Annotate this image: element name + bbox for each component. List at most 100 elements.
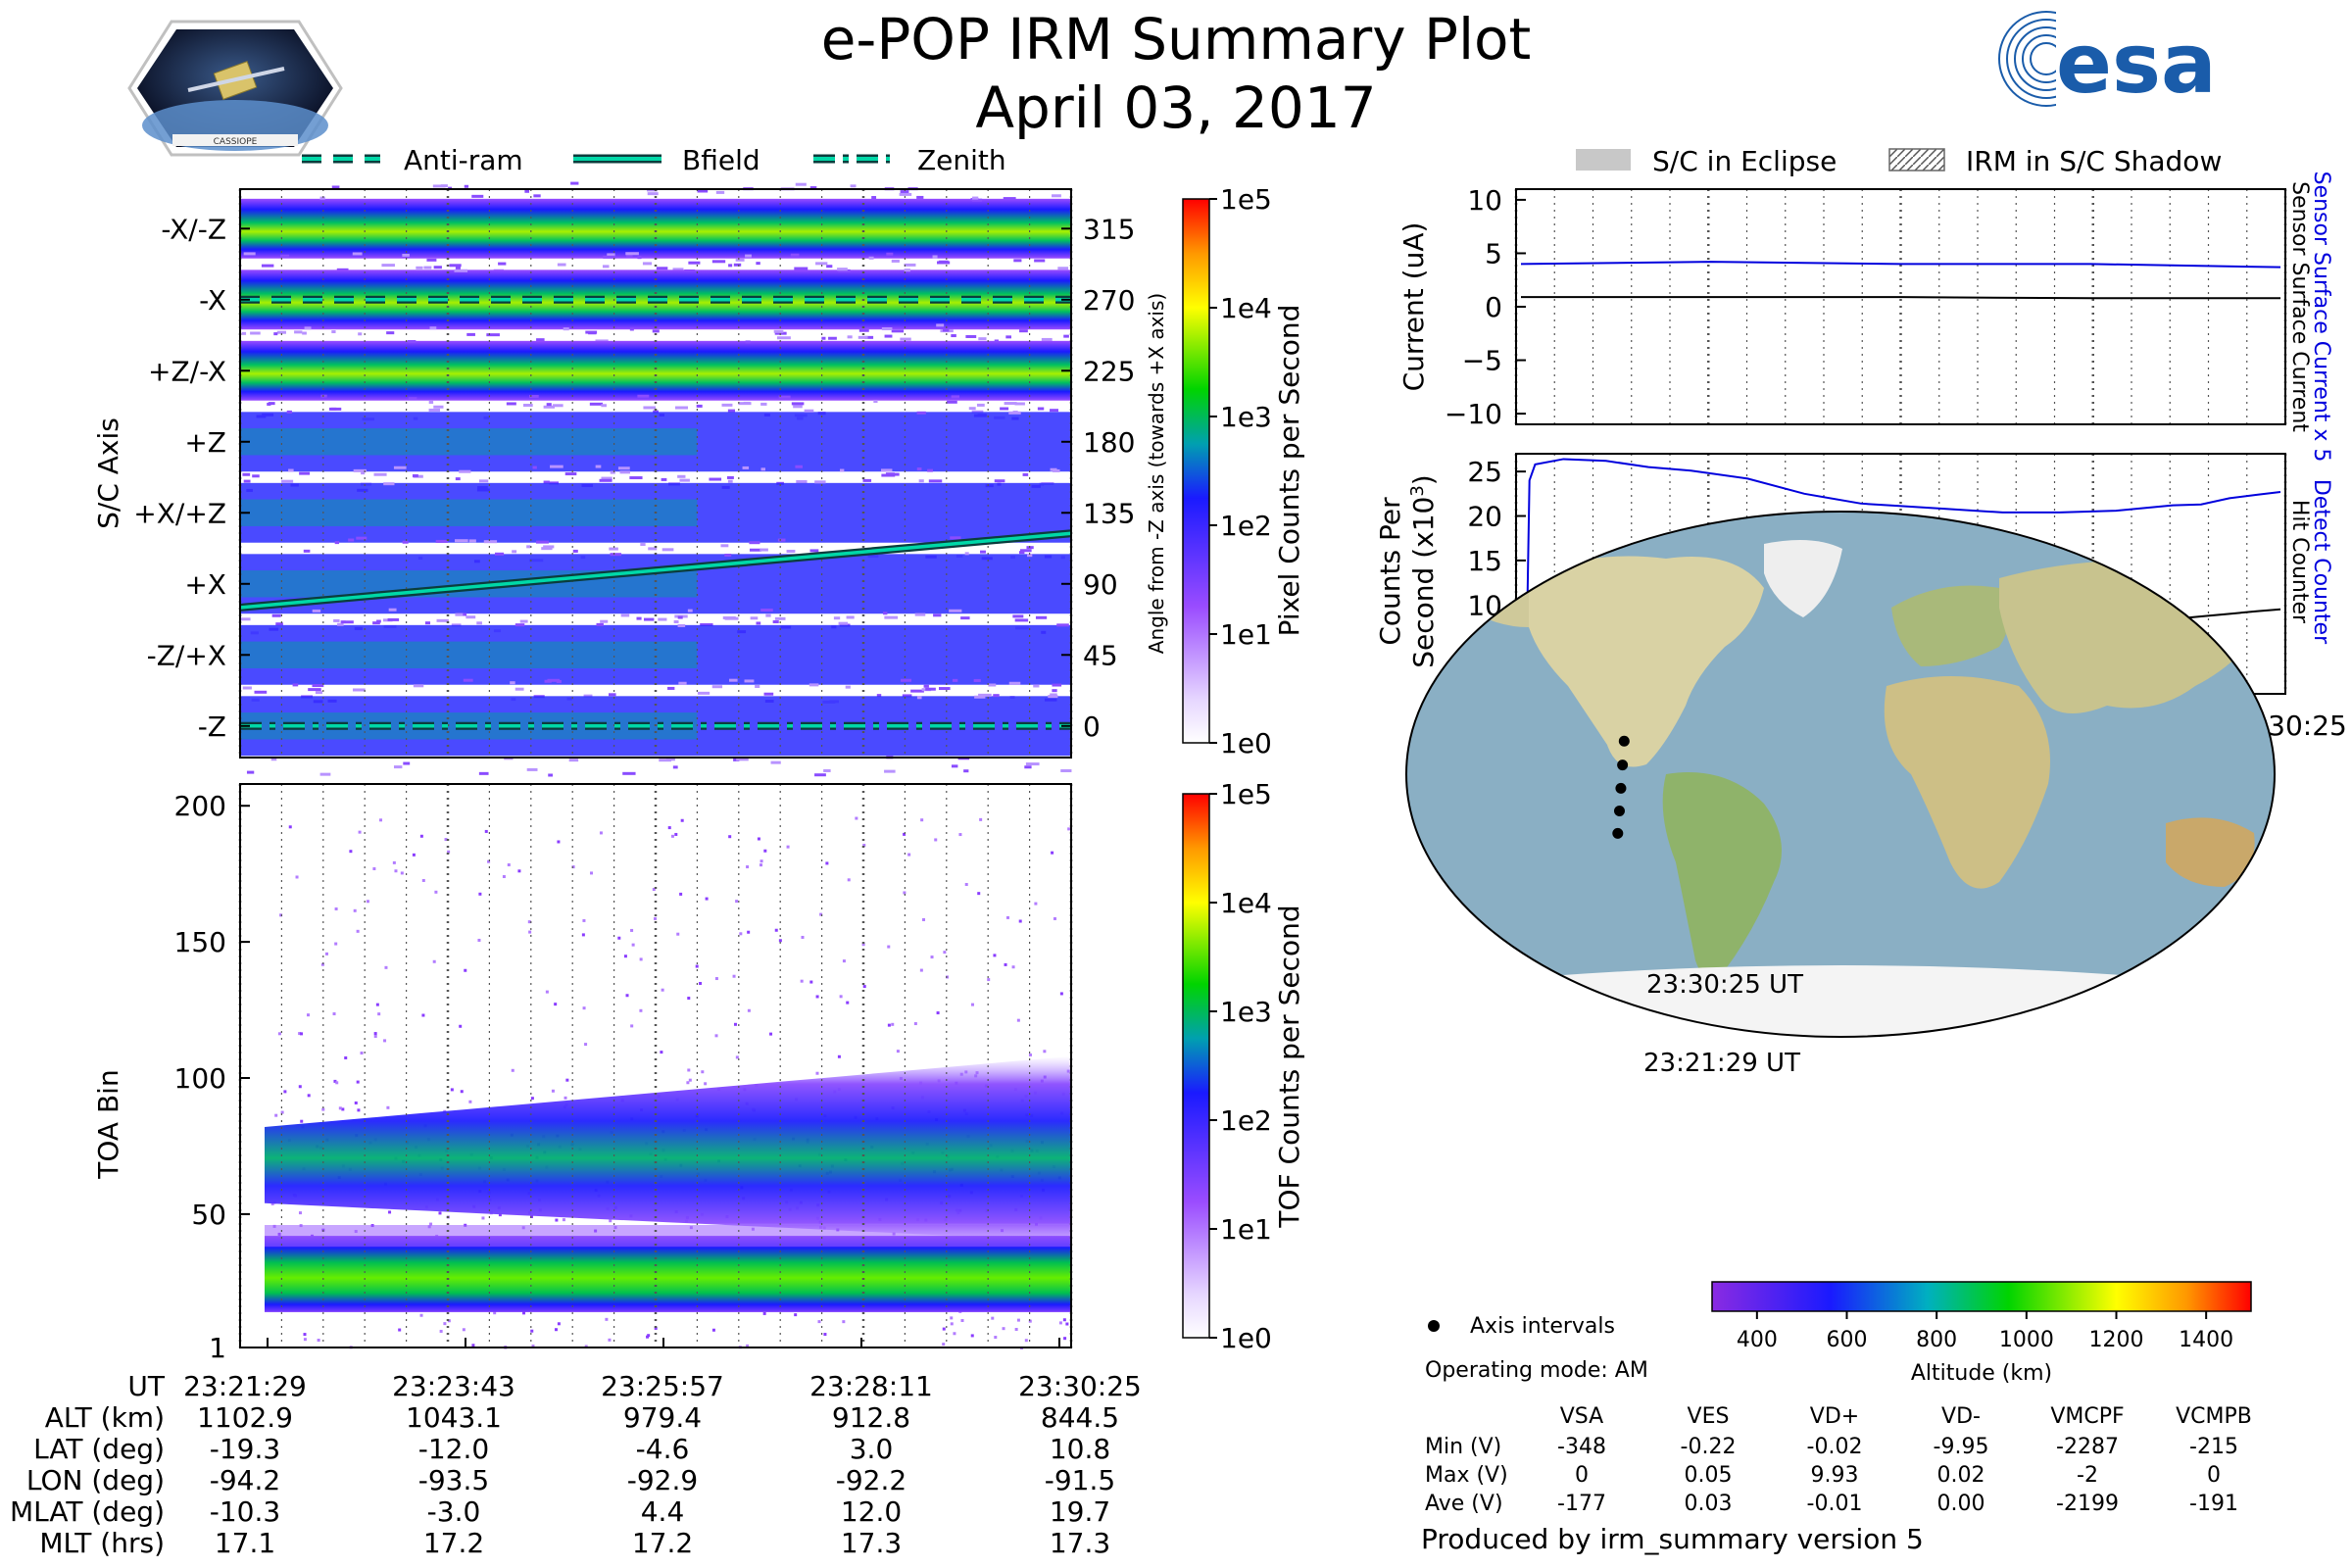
pixel-speckle (1024, 765, 1032, 769)
pixel-speckle (243, 479, 251, 483)
tof-scatter-dot (450, 1088, 454, 1092)
pixel-axis-label: -X (199, 284, 226, 317)
pixel-speckle (971, 410, 984, 414)
tof-scatter-dot (817, 1320, 821, 1324)
legend-eclipse: S/C in Eclipse (1652, 145, 1837, 177)
pixel-speckle (902, 694, 912, 698)
tof-scatter-dot (581, 933, 585, 937)
tof-scatter-dot (338, 1106, 342, 1110)
pixel-speckle (726, 475, 734, 479)
pixel-speckle (312, 684, 324, 688)
ephemeris-row-label: LAT (deg) (33, 1433, 165, 1465)
voltage-column-header: VD+ (1810, 1404, 1859, 1429)
tof-scatter-dot (786, 845, 790, 849)
current-ytick-label: 10 (1467, 184, 1502, 217)
tof-scatter-dot (468, 1100, 472, 1103)
tof-scatter-dot (991, 1316, 995, 1320)
tof-scatter-dot (1062, 1318, 1066, 1322)
tof-scatter-dot (747, 1008, 751, 1012)
pixel-speckle (498, 262, 507, 266)
pixel-speckle (424, 621, 431, 625)
tof-scatter-dot (1059, 992, 1063, 996)
pixel-speckle (620, 613, 630, 617)
pixel-speckle (1033, 684, 1040, 688)
altitude-tick-label: 800 (1916, 1328, 1957, 1352)
ephemeris-value: -4.6 (636, 1433, 690, 1465)
pixel-speckle (433, 405, 444, 409)
continent-north-america (1529, 556, 1764, 767)
tof-scatter-dot (919, 968, 923, 972)
pixel-speckle (658, 617, 667, 621)
pixel-speckle (932, 255, 938, 259)
tof-scatter-dot (714, 977, 718, 981)
track-point (1612, 827, 1624, 839)
pixel-speckle (640, 543, 646, 547)
pixel-speckle (795, 182, 807, 186)
pixel-speckle (794, 267, 808, 270)
current-panel: 10 5 0 −5 −10 Current (uA) Sensor Surface Cu… (1397, 172, 2333, 463)
tof-scatter-dot (920, 818, 924, 822)
pixel-speckle (793, 405, 803, 409)
pixel-speckle (451, 623, 462, 627)
pixel-speckle (622, 771, 636, 775)
pixel-speckle (673, 620, 679, 624)
pixel-speckle (826, 265, 833, 269)
pixel-speckle (667, 686, 675, 690)
pixel-speckle (1034, 259, 1046, 263)
pixel-speckle (1012, 614, 1024, 618)
operating-mode: Operating mode: AM (1425, 1358, 1648, 1383)
pixel-speckle (319, 772, 331, 776)
pixel-speckle (544, 679, 552, 683)
tof-scatter-dot (481, 1216, 485, 1220)
pixel-speckle (1005, 335, 1011, 339)
tof-scatter-dot (646, 1335, 650, 1339)
pixel-speckle (756, 621, 761, 625)
pixel-speckle (512, 550, 517, 554)
pixel-speckle (858, 335, 868, 339)
tof-scatter-dot (714, 1034, 718, 1038)
pixel-speckle (543, 405, 555, 409)
tof-scatter-dot (394, 869, 398, 873)
pixel-speckle (786, 549, 796, 553)
tof-scatter-dot (680, 818, 684, 822)
tof-scatter-dot (760, 859, 763, 863)
direction-legend: Anti-ram Bfield Zenith (302, 144, 1006, 176)
voltage-value: -191 (2189, 1492, 2238, 1516)
ephemeris-time: 23:23:43 (392, 1370, 515, 1402)
tof-scatter-dot (960, 1318, 964, 1322)
pixel-speckle (884, 334, 893, 338)
pixel-speckle (609, 547, 618, 551)
tof-scatter-dot (283, 1090, 287, 1094)
counts-y2label-black: Hit Counter (2287, 500, 2312, 624)
pixel-speckle (814, 773, 826, 777)
tof-scatter-dot (778, 939, 782, 943)
pixel-speckle (790, 253, 800, 257)
tof-scatter-dot (412, 853, 416, 857)
pixel-speckle (267, 402, 271, 406)
pixel-speckle (599, 478, 612, 482)
pixel-speckle (665, 758, 675, 761)
tof-scatter-dot (903, 891, 906, 895)
pixel-speckle (315, 691, 323, 695)
pixel-speckle (288, 468, 294, 472)
pixel-speckle (486, 333, 500, 337)
tof-scatter-dot (837, 1054, 841, 1058)
info-block: Axis intervals Operating mode: AM VSA VES… (1421, 1314, 2252, 1555)
pixel-speckle (942, 328, 950, 332)
pixel-speckle (965, 334, 977, 338)
pixel-speckle (652, 329, 660, 333)
pixel-speckle (387, 617, 400, 621)
voltage-column-header: VSA (1560, 1404, 1603, 1429)
pixel-speckle (1008, 411, 1021, 415)
pixel-speckle (696, 404, 703, 408)
tof-scatter-dot (288, 825, 292, 829)
tof-scatter-dot (527, 920, 531, 924)
pixel-speckle (466, 332, 475, 336)
pixel-speckle (352, 688, 366, 692)
pixel-speckle (900, 678, 912, 682)
pixel-speckle (426, 258, 437, 262)
voltage-value: -215 (2189, 1435, 2238, 1459)
pixel-speckle (711, 260, 726, 264)
pixel-speckle (697, 691, 710, 695)
tof-scatter-dot (584, 1043, 588, 1047)
